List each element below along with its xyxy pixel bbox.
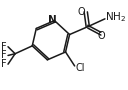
Text: O: O [98, 31, 105, 41]
Text: NH$_2$: NH$_2$ [105, 11, 127, 24]
Text: F: F [1, 42, 7, 52]
Text: N: N [48, 15, 57, 25]
Text: O: O [78, 7, 86, 17]
Text: F: F [1, 59, 7, 69]
Text: F: F [1, 50, 7, 60]
Text: Cl: Cl [76, 63, 85, 73]
